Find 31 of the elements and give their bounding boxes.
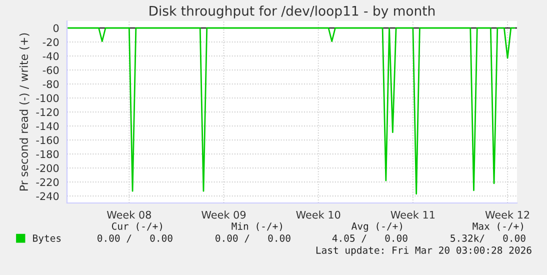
x-tick-label: Week 09 xyxy=(202,210,246,219)
text: Avg (-/+) xyxy=(352,222,402,232)
line-series xyxy=(68,27,515,195)
y-tick-label: -220 xyxy=(36,178,59,186)
y-tick-label: 0 xyxy=(53,24,59,32)
y-tick-label: -160 xyxy=(36,136,59,144)
text: Min (-/+) xyxy=(232,222,282,231)
legend-label: Bytes xyxy=(33,234,61,244)
y-tick-label: -60 xyxy=(42,66,59,74)
text: 0.00 / 0.00 xyxy=(98,234,172,243)
y-tick-label: -20 xyxy=(42,38,59,46)
y-tick-label: -40 xyxy=(42,52,59,60)
x-tick-label: Week 10 xyxy=(296,210,340,219)
y-tick-label: -200 xyxy=(36,164,59,172)
y-tick-label: -120 xyxy=(36,108,59,116)
text: Max (-/+) xyxy=(472,222,523,231)
text: 5.32k/ 0.00 xyxy=(450,234,526,243)
y-tick-label: -140 xyxy=(36,122,59,130)
y-tick-label: -100 xyxy=(36,94,59,102)
y-tick-label: -240 xyxy=(36,192,59,200)
y-tick-label: -180 xyxy=(36,150,59,158)
text: 0.00 / 0.00 xyxy=(216,234,290,243)
x-tick-label: Week 08 xyxy=(106,210,151,219)
y-tick-label: -80 xyxy=(42,80,59,88)
x-tick-label: Week 12 xyxy=(485,210,530,219)
y-axis-title: Pr second read (-) / write (+) xyxy=(19,33,30,191)
text: Cur (-/+) xyxy=(112,222,162,231)
chart-title: Disk throughput for /dev/loop11 - by month xyxy=(150,6,435,18)
x-tick-label: Week 11 xyxy=(390,210,435,219)
text: 4.05 / 0.00 xyxy=(332,234,408,243)
text: Last update: Fri Mar 20 03:00:28 2026 xyxy=(316,246,532,256)
